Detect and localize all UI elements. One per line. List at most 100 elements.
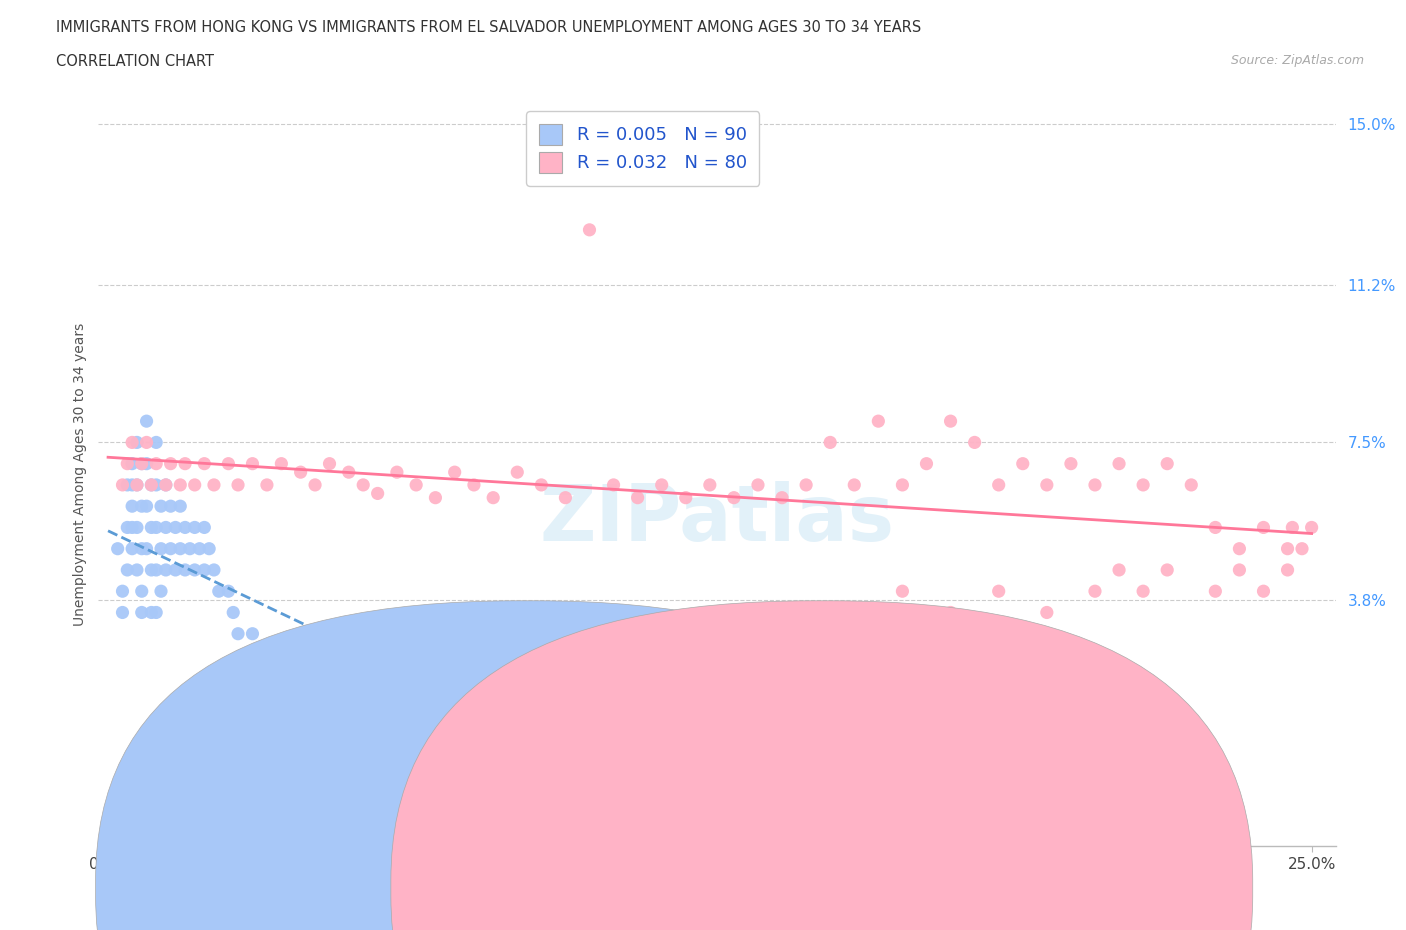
Point — [155, 477, 177, 492]
Point — [111, 477, 134, 492]
Point — [675, 490, 697, 505]
Point — [165, 563, 187, 578]
Point — [193, 563, 215, 578]
Point — [145, 477, 167, 492]
Point — [193, 457, 215, 472]
Text: Immigrants from Hong Kong: Immigrants from Hong Kong — [541, 881, 758, 896]
Point — [121, 435, 143, 450]
Point — [125, 520, 148, 535]
Point — [1291, 541, 1313, 556]
Point — [1180, 477, 1202, 492]
Point — [290, 711, 312, 726]
Point — [1281, 520, 1303, 535]
Point — [1084, 584, 1107, 599]
Point — [367, 486, 389, 501]
Point — [217, 457, 239, 472]
Point — [304, 733, 326, 748]
Point — [131, 541, 153, 556]
Point — [1036, 477, 1059, 492]
Point — [141, 520, 163, 535]
Text: ZIPatlas: ZIPatlas — [540, 481, 894, 557]
Point — [290, 465, 312, 480]
Point — [174, 457, 197, 472]
Point — [208, 584, 231, 599]
Point — [361, 796, 384, 811]
Point — [174, 563, 197, 578]
Point — [121, 541, 143, 556]
Point — [939, 605, 962, 620]
Point — [141, 477, 163, 492]
Point — [270, 457, 292, 472]
Point — [602, 477, 624, 492]
Point — [150, 584, 173, 599]
Point — [627, 775, 650, 790]
Point — [891, 477, 914, 492]
Point — [747, 477, 769, 492]
Point — [179, 541, 201, 556]
Point — [1060, 457, 1083, 472]
Point — [1229, 541, 1251, 556]
Point — [1108, 563, 1130, 578]
Point — [121, 520, 143, 535]
Point — [150, 498, 173, 513]
Point — [651, 477, 673, 492]
Point — [425, 490, 447, 505]
Point — [385, 775, 408, 790]
Point — [212, 775, 235, 790]
Point — [117, 563, 139, 578]
Point — [337, 465, 360, 480]
Point — [198, 541, 221, 556]
Point — [1132, 584, 1154, 599]
Point — [506, 465, 529, 480]
Point — [1301, 520, 1323, 535]
Point — [155, 563, 177, 578]
Point — [169, 477, 191, 492]
Point — [159, 457, 181, 472]
Point — [169, 498, 191, 513]
Point — [159, 498, 181, 513]
Point — [627, 490, 650, 505]
Point — [260, 669, 283, 684]
Point — [699, 477, 721, 492]
Point — [794, 477, 817, 492]
Legend: R = 0.005   N = 90, R = 0.032   N = 80: R = 0.005 N = 90, R = 0.032 N = 80 — [526, 112, 759, 186]
Point — [145, 605, 167, 620]
Point — [554, 490, 576, 505]
Point — [141, 605, 163, 620]
Point — [193, 520, 215, 535]
Point — [145, 520, 167, 535]
Point — [1156, 563, 1178, 578]
Point — [141, 563, 163, 578]
Point — [1253, 520, 1275, 535]
Point — [155, 520, 177, 535]
Point — [121, 498, 143, 513]
Point — [125, 435, 148, 450]
Point — [337, 775, 360, 790]
Point — [578, 222, 600, 237]
Point — [318, 457, 340, 472]
Point — [1084, 477, 1107, 492]
Text: IMMIGRANTS FROM HONG KONG VS IMMIGRANTS FROM EL SALVADOR UNEMPLOYMENT AMONG AGES: IMMIGRANTS FROM HONG KONG VS IMMIGRANTS … — [56, 20, 921, 35]
Point — [530, 477, 553, 492]
Point — [145, 563, 167, 578]
Point — [135, 457, 157, 472]
Point — [1229, 563, 1251, 578]
Point — [723, 754, 745, 769]
Point — [117, 457, 139, 472]
Point — [818, 775, 841, 790]
Point — [159, 541, 181, 556]
Point — [226, 626, 249, 641]
Point — [723, 490, 745, 505]
Point — [1011, 457, 1033, 472]
Point — [987, 584, 1010, 599]
Point — [915, 457, 938, 472]
Point — [1036, 605, 1059, 620]
Point — [117, 477, 139, 492]
Point — [770, 490, 793, 505]
Point — [232, 647, 254, 662]
Point — [409, 754, 432, 769]
Point — [530, 754, 553, 769]
Point — [1277, 563, 1299, 578]
Point — [107, 541, 129, 556]
Point — [141, 477, 163, 492]
